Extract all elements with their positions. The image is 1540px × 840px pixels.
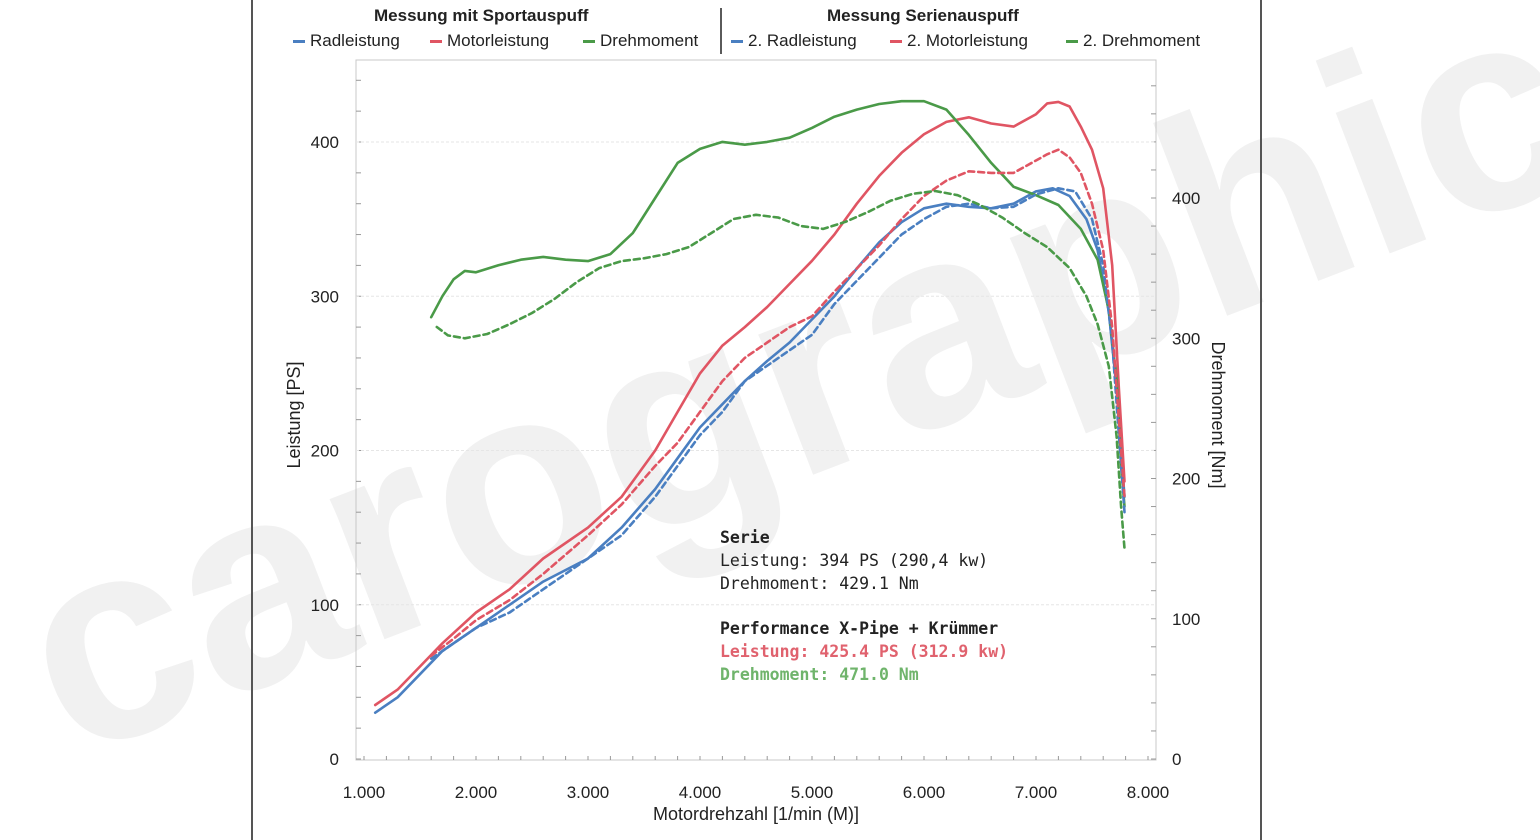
- legend-swatch-icon: [430, 39, 442, 43]
- y-tick-label: 100: [311, 596, 339, 615]
- legend-item-radleistung: Radleistung: [293, 31, 400, 51]
- annotation-perf-torque: Drehmoment: 471.0 Nm: [720, 665, 919, 684]
- legend-item-2-motorleistung: 2. Motorleistung: [890, 31, 1028, 51]
- legend-label: 2. Radleistung: [748, 31, 857, 50]
- series-line-2-drehmoment: [435, 189, 1126, 550]
- legend-swatch-icon: [1066, 39, 1078, 43]
- legend-item-motorleistung: Motorleistung: [430, 31, 549, 51]
- legend-item-2-drehmoment: 2. Drehmoment: [1066, 31, 1200, 51]
- annotation-perf-title: Performance X-Pipe + Krümmer: [720, 619, 999, 638]
- x-tick-label: 4.000: [679, 783, 722, 802]
- series-line-2-motorleistung: [429, 148, 1126, 658]
- legend-label: 2. Motorleistung: [907, 31, 1028, 50]
- legend-label: 2. Drehmoment: [1083, 31, 1201, 50]
- y2-tick-label: 0: [1172, 750, 1181, 769]
- x-tick-label: 3.000: [567, 783, 610, 802]
- annotation-serie-torque: Drehmoment: 429.1 Nm: [720, 574, 919, 593]
- series-line-drehmoment: [429, 99, 1126, 508]
- series-layer: [373, 99, 1126, 715]
- x-axis-title: Motordrehzahl [1/min (M)]: [653, 804, 859, 824]
- series-line-radleistung: [373, 187, 1126, 715]
- legend-swatch-icon: [731, 39, 743, 43]
- legend-group2-title: Messung Serienauspuff: [827, 6, 1019, 25]
- x-tick-label: 1.000: [343, 783, 386, 802]
- y2-tick-label: 100: [1172, 610, 1200, 629]
- legend-item-2-radleistung: 2. Radleistung: [731, 31, 857, 51]
- legend-label: Motorleistung: [447, 31, 550, 50]
- y-tick-label: 0: [330, 750, 339, 769]
- x-tick-label: 2.000: [455, 783, 498, 802]
- series-line-2-radleistung: [429, 187, 1126, 661]
- y2-axis-title: Drehmoment [Nm]: [1208, 341, 1228, 488]
- x-tick-label: 8.000: [1127, 783, 1170, 802]
- y-tick-label: 200: [311, 442, 339, 461]
- y-axis-title: Leistung [PS]: [284, 361, 304, 468]
- y-tick-label: 400: [311, 133, 339, 152]
- minor-ticks: [356, 79, 1156, 760]
- plot-area: [355, 59, 1157, 761]
- axes-layer: 0 100 200 300 400 0 100 200 300 400 1.000 2.000 3.00…: [284, 133, 1228, 824]
- legend-group1-title: Messung mit Sportauspuff: [374, 6, 589, 25]
- y2-tick-label: 300: [1172, 329, 1200, 348]
- annotation-serie-title: Serie: [720, 528, 770, 547]
- y2-tick-label: 400: [1172, 189, 1200, 208]
- legend-item-drehmoment: Drehmoment: [583, 31, 698, 51]
- legend-swatch-icon: [583, 39, 595, 43]
- x-tick-label: 5.000: [791, 783, 834, 802]
- figure-frame: [251, 0, 1262, 840]
- annotation-serie-power: Leistung: 394 PS (290,4 kw): [720, 551, 989, 570]
- x-tick-label: 7.000: [1015, 783, 1058, 802]
- annotation-perf-power: Leistung: 425.4 PS (312.9 kw): [720, 642, 1009, 661]
- legend-swatch-icon: [293, 39, 305, 43]
- x-tick-label: 6.000: [903, 783, 946, 802]
- series-line-motorleistung: [373, 100, 1126, 707]
- y2-tick-label: 200: [1172, 470, 1200, 489]
- legend-swatch-icon: [890, 39, 902, 43]
- legend-label: Drehmoment: [600, 31, 699, 50]
- y-tick-label: 300: [311, 287, 339, 306]
- legend-label: Radleistung: [310, 31, 400, 50]
